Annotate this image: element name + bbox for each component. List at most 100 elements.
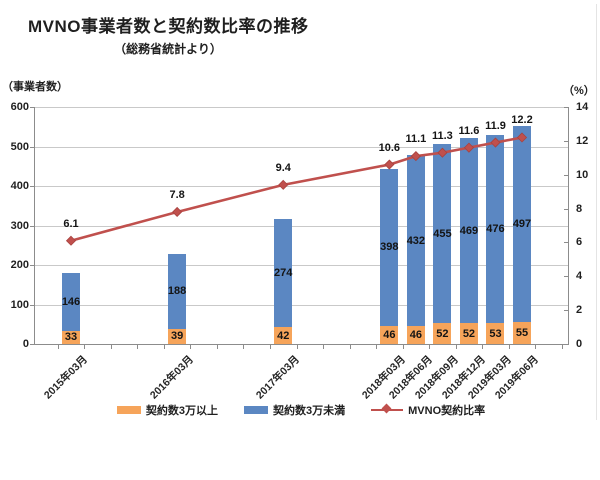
right-axis-tick [564, 140, 568, 142]
bar-segment-over30k [168, 328, 187, 344]
line-value-label: 10.6 [378, 141, 401, 154]
legend-label: 契約数3万以上 [145, 405, 218, 417]
legend-label: 契約数3万未満 [273, 405, 346, 417]
left-axis-tick [30, 186, 34, 187]
left-axis-tick-label: 0 [22, 338, 29, 350]
left-axis-tick-label: 100 [10, 298, 29, 311]
left-axis-unit-label: （事業者数） [2, 81, 68, 93]
left-axis-tick [30, 304, 34, 306]
left-axis-tick-label: 400 [10, 180, 29, 192]
right-axis-tick-label: 0 [576, 338, 583, 350]
bar-value-label-under30k: 497 [512, 218, 532, 231]
gridline [34, 304, 568, 306]
x-axis-tick [402, 345, 404, 349]
left-axis-tick-label: 200 [10, 259, 29, 271]
left-axis-tick [30, 107, 34, 108]
x-axis-tick [57, 345, 59, 349]
line-value-label: 11.1 [405, 133, 427, 146]
x-axis-tick [137, 345, 139, 349]
x-axis-tick [535, 345, 537, 349]
legend: 契約数3万以上 契約数3万未満 MVNO契約比率 [34, 402, 568, 418]
diamond-marker [278, 179, 289, 190]
x-axis-tick [429, 345, 431, 349]
bar-value-label-over30k: 52 [462, 327, 476, 340]
left-axis-tick [30, 146, 34, 148]
bar-segment-over30k [486, 323, 505, 344]
bar-value-label-under30k: 146 [61, 296, 81, 309]
line-value-label: 11.9 [485, 119, 506, 132]
bar-value-label-under30k: 432 [406, 234, 426, 247]
x-axis-tick [508, 345, 510, 349]
right-axis-tick [564, 174, 568, 176]
x-axis-category-label: 2017年03月 [254, 353, 303, 402]
legend-swatch-icon [116, 406, 141, 414]
bar-value-label-over30k: 53 [489, 327, 502, 340]
right-axis-tick-label: 14 [576, 101, 589, 113]
bar-segment-over30k [433, 323, 452, 344]
right-axis-tick-label: 2 [576, 304, 583, 317]
x-axis-tick [84, 345, 86, 349]
legend-item-2: MVNO契約比率 [371, 402, 485, 418]
x-axis-tick [269, 345, 271, 349]
right-axis-tick [564, 310, 568, 312]
bar-segment-over30k [513, 322, 531, 344]
bar-value-label-under30k: 274 [274, 267, 293, 280]
x-axis-line [34, 344, 569, 345]
x-axis-category-label: 2016年03月 [147, 353, 197, 402]
x-axis-tick [110, 345, 112, 349]
bar-value-label-under30k: 469 [459, 224, 479, 237]
bar-value-label-over30k: 42 [277, 329, 290, 342]
legend-label: MVNO契約比率 [408, 405, 486, 417]
right-axis-unit-label: （%） [563, 85, 595, 97]
left-axis-tick-label: 300 [10, 219, 29, 232]
line-value-label: 12.2 [511, 114, 533, 127]
right-axis-tick [564, 107, 568, 108]
right-axis-tick-label: 4 [576, 270, 583, 283]
right-axis-tick-label: 12 [576, 134, 589, 147]
bar-value-label-under30k: 398 [380, 241, 399, 254]
line-value-label: 6.1 [63, 217, 79, 230]
x-axis-tick [561, 345, 563, 349]
bar-segment-over30k [380, 325, 399, 344]
bar-value-label-over30k: 55 [515, 327, 529, 340]
x-axis-tick [216, 345, 218, 349]
x-axis-tick [296, 345, 298, 349]
bar-value-label-under30k: 455 [433, 227, 452, 240]
x-axis-tick [323, 345, 325, 349]
legend-line-icon [371, 403, 404, 414]
diamond-marker [65, 235, 77, 246]
x-axis-category-label: 2015年03月 [41, 353, 90, 402]
x-axis-tick [190, 345, 192, 349]
left-axis-line [34, 107, 35, 345]
chart-frame-right-border [596, 4, 597, 420]
bar-value-label-over30k: 46 [409, 328, 422, 341]
left-axis-tick-label: 500 [10, 140, 29, 153]
bar-value-label-over30k: 52 [436, 327, 449, 340]
chart-title: MVNO事業者数と契約数比率の推移 [28, 17, 309, 36]
gridline [34, 265, 568, 266]
gridline [34, 107, 568, 108]
bar-segment-over30k [459, 323, 478, 344]
bar-value-label-over30k: 33 [64, 331, 78, 344]
line-value-label: 9.4 [275, 161, 291, 174]
legend-diamond-marker-icon [381, 403, 392, 414]
diamond-marker [172, 206, 183, 218]
bar-value-label-under30k: 188 [167, 285, 187, 298]
bar-value-label-over30k: 39 [170, 330, 184, 343]
bar-segment-over30k [274, 327, 293, 344]
bar-segment-over30k [406, 325, 425, 344]
right-axis-tick-label: 10 [576, 168, 589, 181]
right-axis-tick [564, 276, 568, 278]
right-axis-tick [564, 208, 568, 210]
legend-item-0: 契約数3万以上 [116, 402, 218, 418]
bar-segment-under30k [274, 219, 293, 328]
line-value-label: 11.3 [432, 129, 453, 142]
legend-item-1: 契約数3万未満 [244, 402, 345, 418]
left-axis-tick-label: 600 [10, 101, 29, 113]
bar-segment-over30k [62, 330, 80, 344]
x-axis-tick [376, 345, 378, 349]
bar-value-label-over30k: 46 [383, 328, 396, 341]
x-axis-tick [243, 345, 245, 349]
right-axis-line [568, 107, 569, 345]
